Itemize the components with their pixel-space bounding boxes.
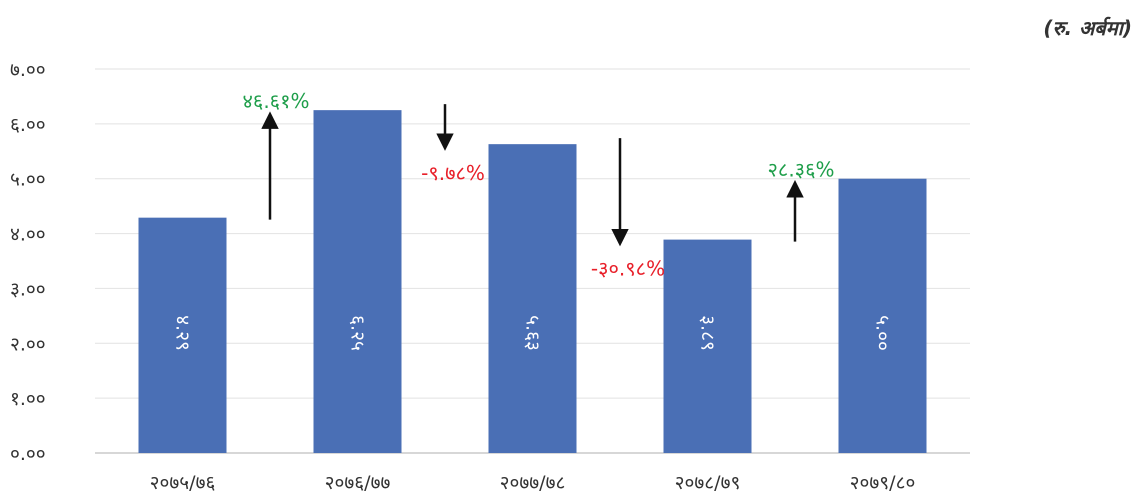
x-tick-label: २०७७/७८ [500,472,566,494]
y-tick-label: ५.०० [10,169,46,191]
unit-label: (रु. अर्बमा) [1043,16,1132,40]
x-tick-label: २०७६/७७ [325,472,391,494]
change-label: २८.३६% [768,158,835,182]
change-label: -३०.९८% [591,257,665,281]
bar [663,239,752,453]
change-label: ४६.६१% [243,89,310,113]
bar-value-label: ५.०० [872,315,894,351]
y-tick-label: १.०० [10,388,46,410]
x-tick-label: २०७९/८० [850,472,916,494]
y-axis: ०.०० १.०० २.०० ३.०० ४.०० ५.०० ६.०० ७.०० [10,59,46,465]
bar [138,217,227,453]
y-tick-label: ७.०० [10,59,46,81]
bar [488,144,577,453]
x-axis: २०७५/७६ २०७६/७७ २०७७/७८ २०७८/७९ २०७९/८० [150,472,916,494]
y-tick-label: ६.०० [10,114,46,136]
change-label: -९.७८% [421,161,485,185]
y-tick-label: ४.०० [10,224,46,246]
bar-value-label: ६.२५ [347,315,369,351]
bar [838,178,927,453]
bar-value-label: ४.२९ [172,315,194,351]
y-tick-label: ०.०० [10,443,46,465]
bar [313,110,402,454]
bars: ४.२९ ६.२५ ५.६३ ३.८९ ५.०० [138,110,927,454]
y-tick-label: २.०० [10,333,46,355]
x-tick-label: २०७८/७९ [675,472,741,494]
bar-value-label: ५.६३ [522,315,544,351]
bar-value-label: ३.८९ [697,315,719,351]
y-tick-label: ३.०० [10,278,46,300]
x-tick-label: २०७५/७६ [150,472,216,494]
change-arrows: ४६.६१% -९.७८% -३०.९८% २८.३६% [243,89,835,280]
